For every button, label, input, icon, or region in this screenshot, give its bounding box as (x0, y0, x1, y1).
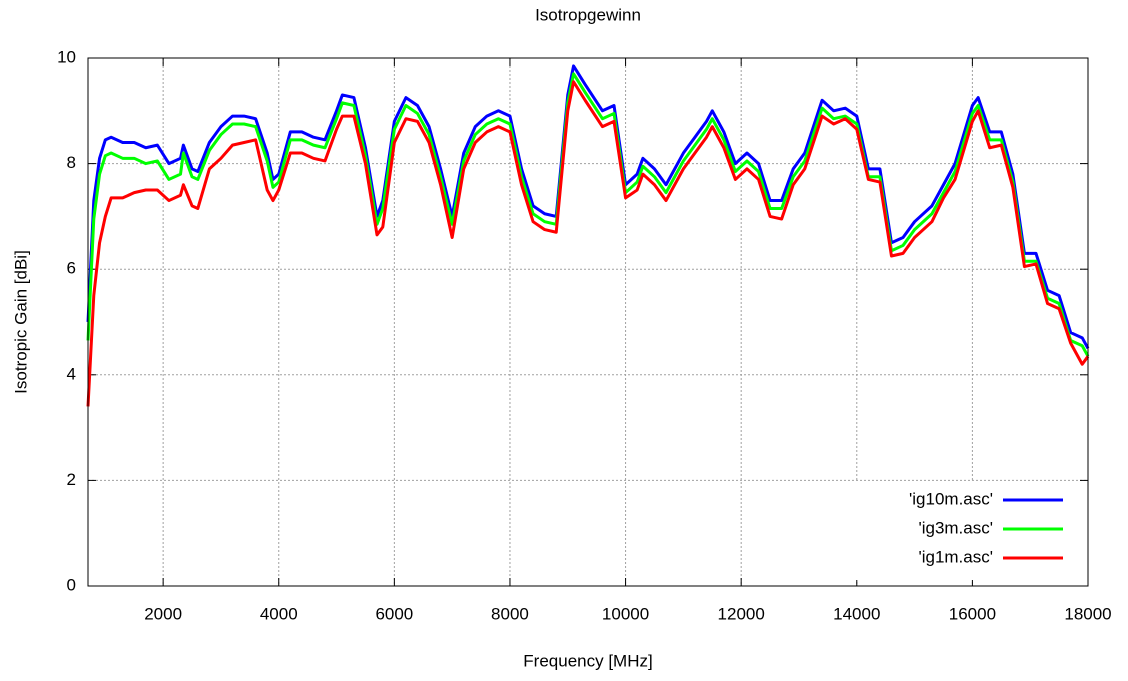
legend-label: 'ig1m.asc' (918, 547, 993, 566)
y-tick-label: 4 (67, 364, 76, 383)
x-tick-label: 12000 (718, 604, 765, 623)
x-tick-label: 8000 (491, 604, 529, 623)
y-tick-label: 10 (57, 47, 76, 66)
y-tick-label: 0 (67, 575, 76, 594)
x-tick-label: 10000 (602, 604, 649, 623)
x-axis-label: Frequency [MHz] (523, 651, 652, 670)
legend-label: 'ig10m.asc' (909, 489, 993, 508)
x-tick-label: 6000 (375, 604, 413, 623)
y-axis-label: Isotropic Gain [dBi] (11, 250, 30, 394)
chart-title: Isotropgewinn (535, 5, 641, 24)
x-tick-label: 4000 (260, 604, 298, 623)
x-tick-label: 16000 (949, 604, 996, 623)
y-tick-label: 8 (67, 153, 76, 172)
y-tick-label: 6 (67, 259, 76, 278)
x-tick-label: 14000 (833, 604, 880, 623)
x-tick-label: 2000 (144, 604, 182, 623)
plot-frame (87, 57, 1089, 587)
y-tick-label: 2 (67, 470, 76, 489)
legend-label: 'ig3m.asc' (918, 518, 993, 537)
x-tick-label: 18000 (1064, 604, 1111, 623)
data-line (86, 80, 1090, 407)
